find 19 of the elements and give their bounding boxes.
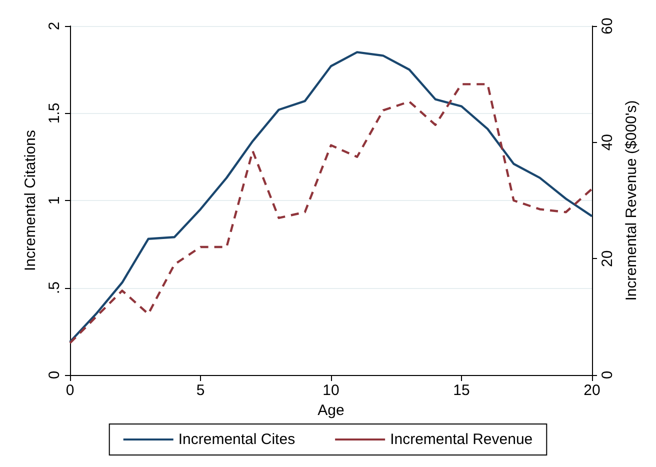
x-tick-label: 10 <box>322 382 340 399</box>
x-tick-label: 5 <box>196 382 205 399</box>
x-tick-label: 15 <box>453 382 470 399</box>
y2-tick-label: 20 <box>599 250 616 268</box>
y-tick-label: 0 <box>46 370 63 380</box>
legend-label: Incremental Cites <box>178 431 296 448</box>
y-tick-label: 2 <box>46 22 63 30</box>
y2-tick-label: 0 <box>599 370 616 380</box>
y2-tick-label: 40 <box>599 134 616 151</box>
y-tick-label: 1.5 <box>46 102 63 124</box>
x-tick-label: 0 <box>66 382 74 399</box>
legend-label: Incremental Revenue <box>390 431 533 448</box>
y2-tick-label: 60 <box>599 18 616 34</box>
y-axis-title: Incremental Citations <box>22 130 39 271</box>
y-tick-label: 1 <box>46 196 63 205</box>
x-tick-label: 20 <box>584 382 600 399</box>
x-axis-title: Age <box>318 402 344 419</box>
y2-axis-title: Incremental Revenue ($000's) <box>623 100 640 301</box>
y-tick-label: .5 <box>46 281 63 294</box>
